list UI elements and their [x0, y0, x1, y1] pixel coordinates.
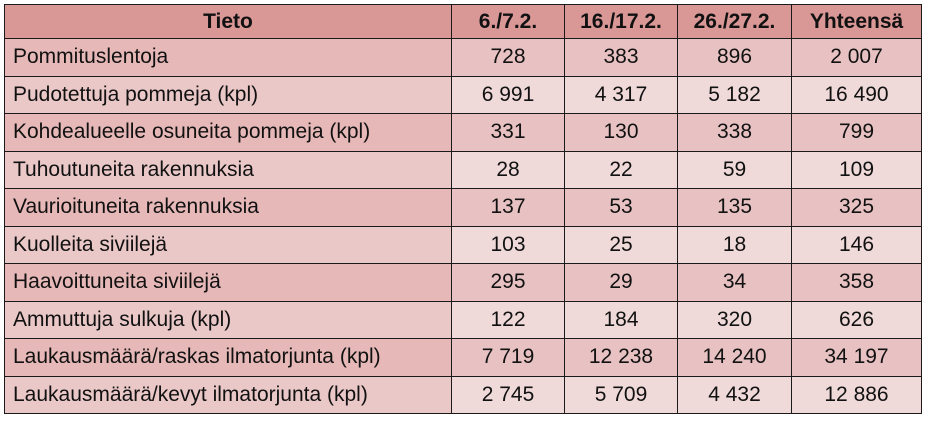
cell-26-27-2: 34: [677, 263, 792, 302]
cell-6-7-2: 2 745: [451, 375, 565, 414]
cell-16-17-2: 22: [564, 150, 678, 189]
table-row: Tuhoutuneita rakennuksia 28 22 59 109: [4, 150, 922, 189]
row-label: Laukausmäärä/kevyt ilmatorjunta (kpl): [4, 375, 452, 414]
cell-26-27-2: 14 240: [677, 338, 792, 377]
header-yhteensa: Yhteensä: [791, 4, 922, 39]
table-row: Pommituslentoja 728 383 896 2 007: [4, 38, 922, 77]
table-row: Ammuttuja sulkuja (kpl) 122 184 320 626: [4, 300, 922, 339]
cell-yhteensa: 799: [791, 113, 922, 152]
cell-26-27-2: 5 182: [677, 75, 792, 114]
cell-yhteensa: 109: [791, 150, 922, 189]
cell-26-27-2: 18: [677, 225, 792, 264]
cell-16-17-2: 12 238: [564, 338, 678, 377]
cell-yhteensa: 626: [791, 300, 922, 339]
table-row: Laukausmäärä/raskas ilmatorjunta (kpl) 7…: [4, 338, 922, 377]
table-row: Pudotettuja pommeja (kpl) 6 991 4 317 5 …: [4, 75, 922, 114]
cell-26-27-2: 338: [677, 113, 792, 152]
row-label: Tuhoutuneita rakennuksia: [4, 150, 452, 189]
cell-6-7-2: 295: [451, 263, 565, 302]
cell-6-7-2: 122: [451, 300, 565, 339]
cell-yhteensa: 146: [791, 225, 922, 264]
header-tieto: Tieto: [4, 4, 452, 39]
row-label: Haavoittuneita siviilejä: [4, 263, 452, 302]
cell-yhteensa: 325: [791, 188, 922, 227]
cell-6-7-2: 103: [451, 225, 565, 264]
cell-6-7-2: 331: [451, 113, 565, 152]
row-label: Kuolleita siviilejä: [4, 225, 452, 264]
row-label: Pommituslentoja: [4, 38, 452, 77]
row-label: Ammuttuja sulkuja (kpl): [4, 300, 452, 339]
cell-16-17-2: 184: [564, 300, 678, 339]
header-6-7-2: 6./7.2.: [451, 4, 565, 39]
cell-26-27-2: 4 432: [677, 375, 792, 414]
cell-16-17-2: 4 317: [564, 75, 678, 114]
cell-yhteensa: 358: [791, 263, 922, 302]
cell-6-7-2: 6 991: [451, 75, 565, 114]
table-row: Kuolleita siviilejä 103 25 18 146: [4, 225, 922, 264]
row-label: Pudotettuja pommeja (kpl): [4, 75, 452, 114]
table-header-row: Tieto 6./7.2. 16./17.2. 26./27.2. Yhteen…: [4, 4, 922, 39]
statistics-table-container: Tieto 6./7.2. 16./17.2. 26./27.2. Yhteen…: [4, 4, 922, 414]
table-row: Kohdealueelle osuneita pommeja (kpl) 331…: [4, 113, 922, 152]
row-label: Kohdealueelle osuneita pommeja (kpl): [4, 113, 452, 152]
cell-16-17-2: 130: [564, 113, 678, 152]
row-label: Laukausmäärä/raskas ilmatorjunta (kpl): [4, 338, 452, 377]
cell-16-17-2: 29: [564, 263, 678, 302]
cell-yhteensa: 12 886: [791, 375, 922, 414]
row-label: Vaurioituneita rakennuksia: [4, 188, 452, 227]
cell-16-17-2: 25: [564, 225, 678, 264]
cell-26-27-2: 59: [677, 150, 792, 189]
table-row: Haavoittuneita siviilejä 295 29 34 358: [4, 263, 922, 302]
cell-yhteensa: 34 197: [791, 338, 922, 377]
cell-26-27-2: 320: [677, 300, 792, 339]
cell-6-7-2: 7 719: [451, 338, 565, 377]
cell-26-27-2: 896: [677, 38, 792, 77]
table-row: Vaurioituneita rakennuksia 137 53 135 32…: [4, 188, 922, 227]
cell-yhteensa: 16 490: [791, 75, 922, 114]
cell-6-7-2: 728: [451, 38, 565, 77]
cell-yhteensa: 2 007: [791, 38, 922, 77]
cell-16-17-2: 53: [564, 188, 678, 227]
statistics-table: Tieto 6./7.2. 16./17.2. 26./27.2. Yhteen…: [4, 4, 922, 414]
header-16-17-2: 16./17.2.: [564, 4, 678, 39]
cell-26-27-2: 135: [677, 188, 792, 227]
cell-6-7-2: 137: [451, 188, 565, 227]
table-row: Laukausmäärä/kevyt ilmatorjunta (kpl) 2 …: [4, 375, 922, 414]
cell-6-7-2: 28: [451, 150, 565, 189]
cell-16-17-2: 383: [564, 38, 678, 77]
cell-16-17-2: 5 709: [564, 375, 678, 414]
header-26-27-2: 26./27.2.: [677, 4, 792, 39]
